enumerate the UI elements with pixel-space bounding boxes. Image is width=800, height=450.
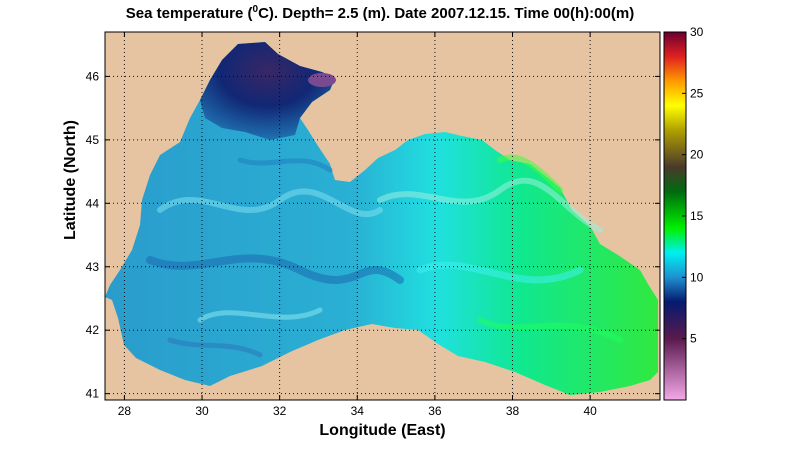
x-axis-label: Longitude (East) — [319, 422, 446, 439]
x-tick-label: 28 — [118, 404, 132, 418]
colorbar-tick-label: 20 — [690, 148, 704, 162]
colorbar-ticks: 5 10 15 20 25 30 — [682, 25, 704, 346]
y-axis-ticks: 41 42 43 44 45 46 — [86, 69, 660, 401]
x-tick-label: 34 — [351, 404, 365, 418]
x-tick-label: 40 — [583, 404, 597, 418]
colorbar-tick-label: 15 — [690, 209, 704, 223]
sea-surface — [105, 42, 658, 395]
x-axis-ticks: 28 30 32 34 36 38 40 — [118, 32, 597, 418]
swirl-streaks — [146, 154, 623, 358]
x-tick-label: 36 — [428, 404, 442, 418]
x-tick-label: 32 — [273, 404, 287, 418]
estuary-patch — [308, 73, 336, 87]
colorbar-tick-label: 10 — [690, 270, 704, 284]
y-tick-label: 43 — [86, 260, 100, 274]
colorbar-tick-label: 5 — [690, 332, 697, 346]
y-tick-label: 41 — [86, 387, 100, 401]
y-tick-label: 45 — [86, 133, 100, 147]
x-tick-label: 30 — [195, 404, 209, 418]
colorbar-tick-label: 25 — [690, 86, 704, 100]
plot-frame — [104, 31, 661, 401]
northwest-shelf — [200, 42, 335, 140]
y-tick-label: 46 — [86, 69, 100, 83]
y-tick-label: 42 — [86, 323, 100, 337]
colorbar-tick-label: 30 — [690, 25, 704, 39]
chart-title: Sea temperature (0C). Depth= 2.5 (m). Da… — [125, 4, 635, 22]
grid-lines — [105, 32, 660, 400]
y-axis-label: Latitude (North) — [62, 120, 79, 240]
y-tick-label: 44 — [86, 196, 100, 210]
x-tick-label: 38 — [506, 404, 520, 418]
